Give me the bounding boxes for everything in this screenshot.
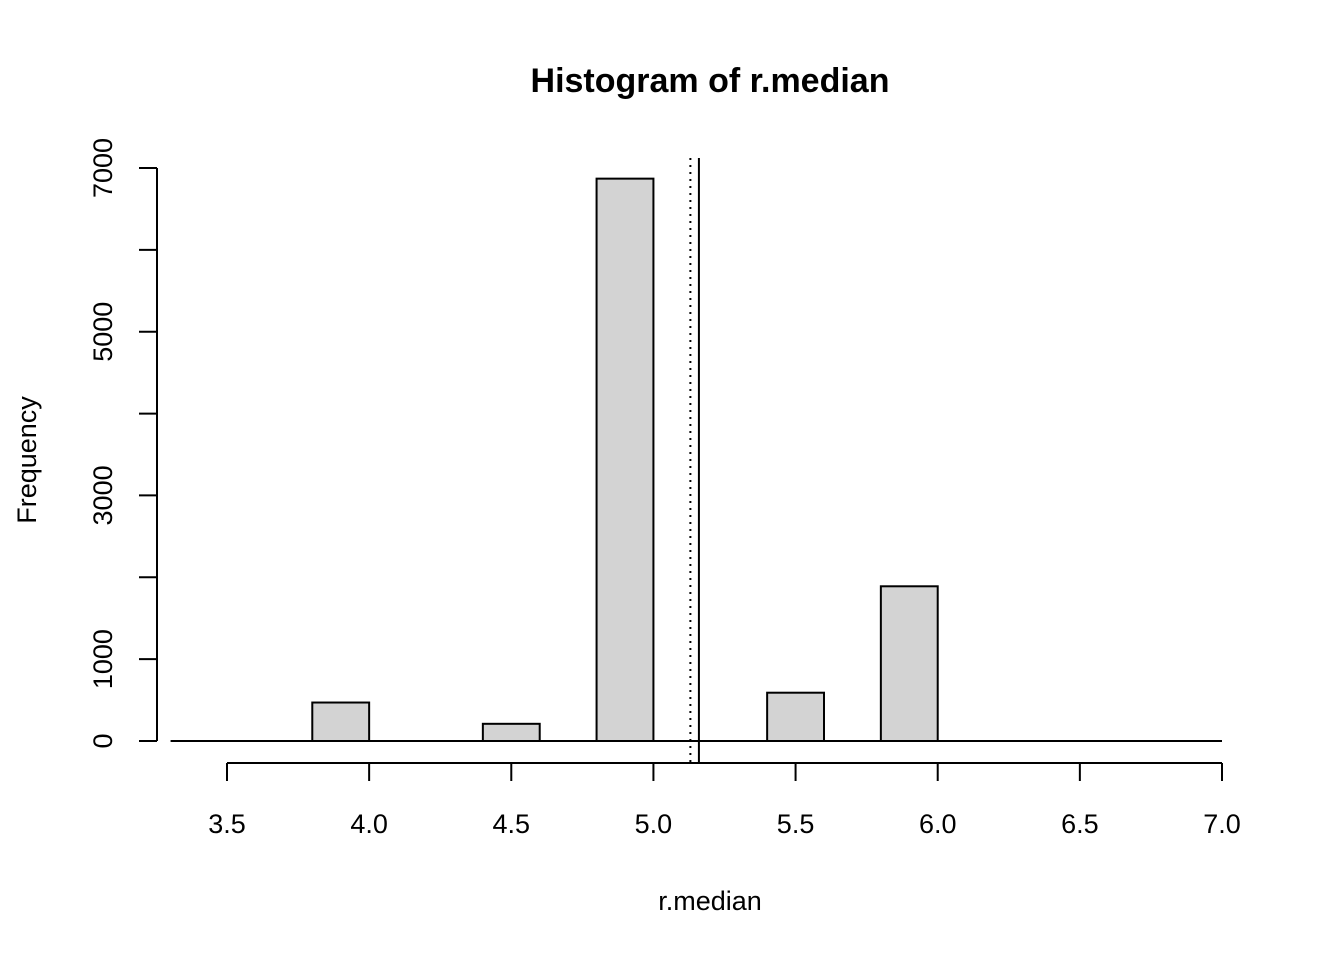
- histogram-bar-2: [595, 177, 655, 743]
- y-axis: 0 1000 3000 5000 7000: [88, 138, 158, 749]
- x-tick-label-3: 5.0: [635, 809, 673, 839]
- x-tick-label-0: 3.5: [208, 809, 246, 839]
- y-tick-label-4: 7000: [88, 138, 118, 198]
- histogram-bars: [170, 177, 1222, 743]
- x-axis: 3.5 4.0 4.5 5.0 5.5 6.0 6.5 7.0: [208, 762, 1241, 839]
- histogram-bar-1: [481, 722, 541, 742]
- y-tick-label-3: 5000: [88, 302, 118, 362]
- y-tick-label-0: 0: [88, 733, 118, 748]
- x-tick-label-2: 4.5: [493, 809, 531, 839]
- histogram-bar-0: [311, 701, 371, 743]
- histogram-bar-4: [879, 585, 939, 742]
- x-axis-label: r.median: [658, 886, 762, 916]
- x-tick-label-7: 7.0: [1203, 809, 1241, 839]
- x-tick-label-6: 6.5: [1061, 809, 1099, 839]
- chart-title: Histogram of r.median: [531, 62, 890, 100]
- x-tick-label-4: 5.5: [777, 809, 815, 839]
- reference-lines: [689, 158, 700, 763]
- x-tick-label-1: 4.0: [350, 809, 388, 839]
- y-tick-label-1: 1000: [88, 629, 118, 689]
- x-tick-label-5: 6.0: [919, 809, 957, 839]
- y-axis-label: Frequency: [12, 396, 42, 524]
- histogram-bar-3: [766, 691, 826, 742]
- y-tick-label-2: 3000: [88, 465, 118, 525]
